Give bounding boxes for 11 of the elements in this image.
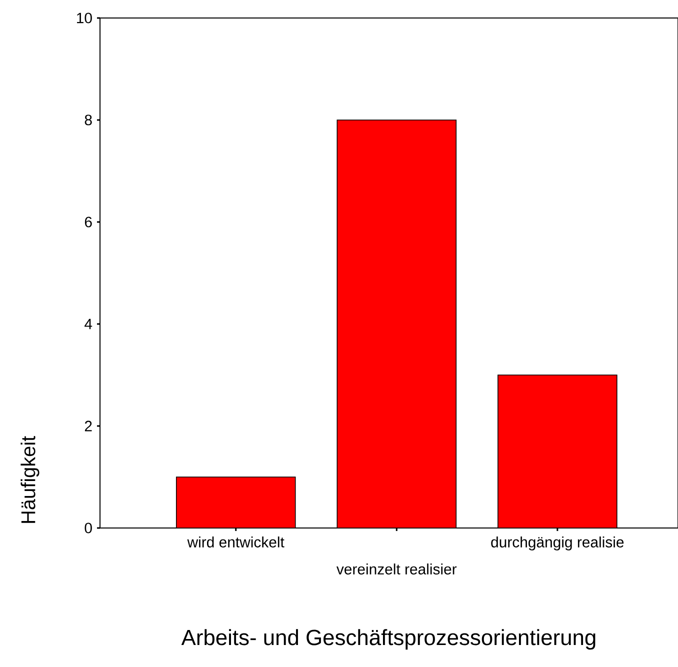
y-tick-label: 4 [84, 318, 92, 330]
y-tick-label: 2 [84, 420, 92, 432]
y-tick-label: 0 [84, 522, 92, 534]
y-tick-label: 8 [84, 114, 92, 126]
x-tick-label: durchgängig realisie [491, 536, 624, 550]
x-axis-title: Arbeits- und Geschäftsprozessorientierung [181, 629, 596, 650]
x-tick-label: wird entwickelt [187, 536, 284, 548]
y-axis-title: Häufigkeit [20, 436, 40, 523]
y-tick-label: 6 [84, 216, 92, 228]
y-tick-label: 10 [77, 12, 92, 24]
x-tick-label: vereinzelt realisier [336, 564, 457, 574]
